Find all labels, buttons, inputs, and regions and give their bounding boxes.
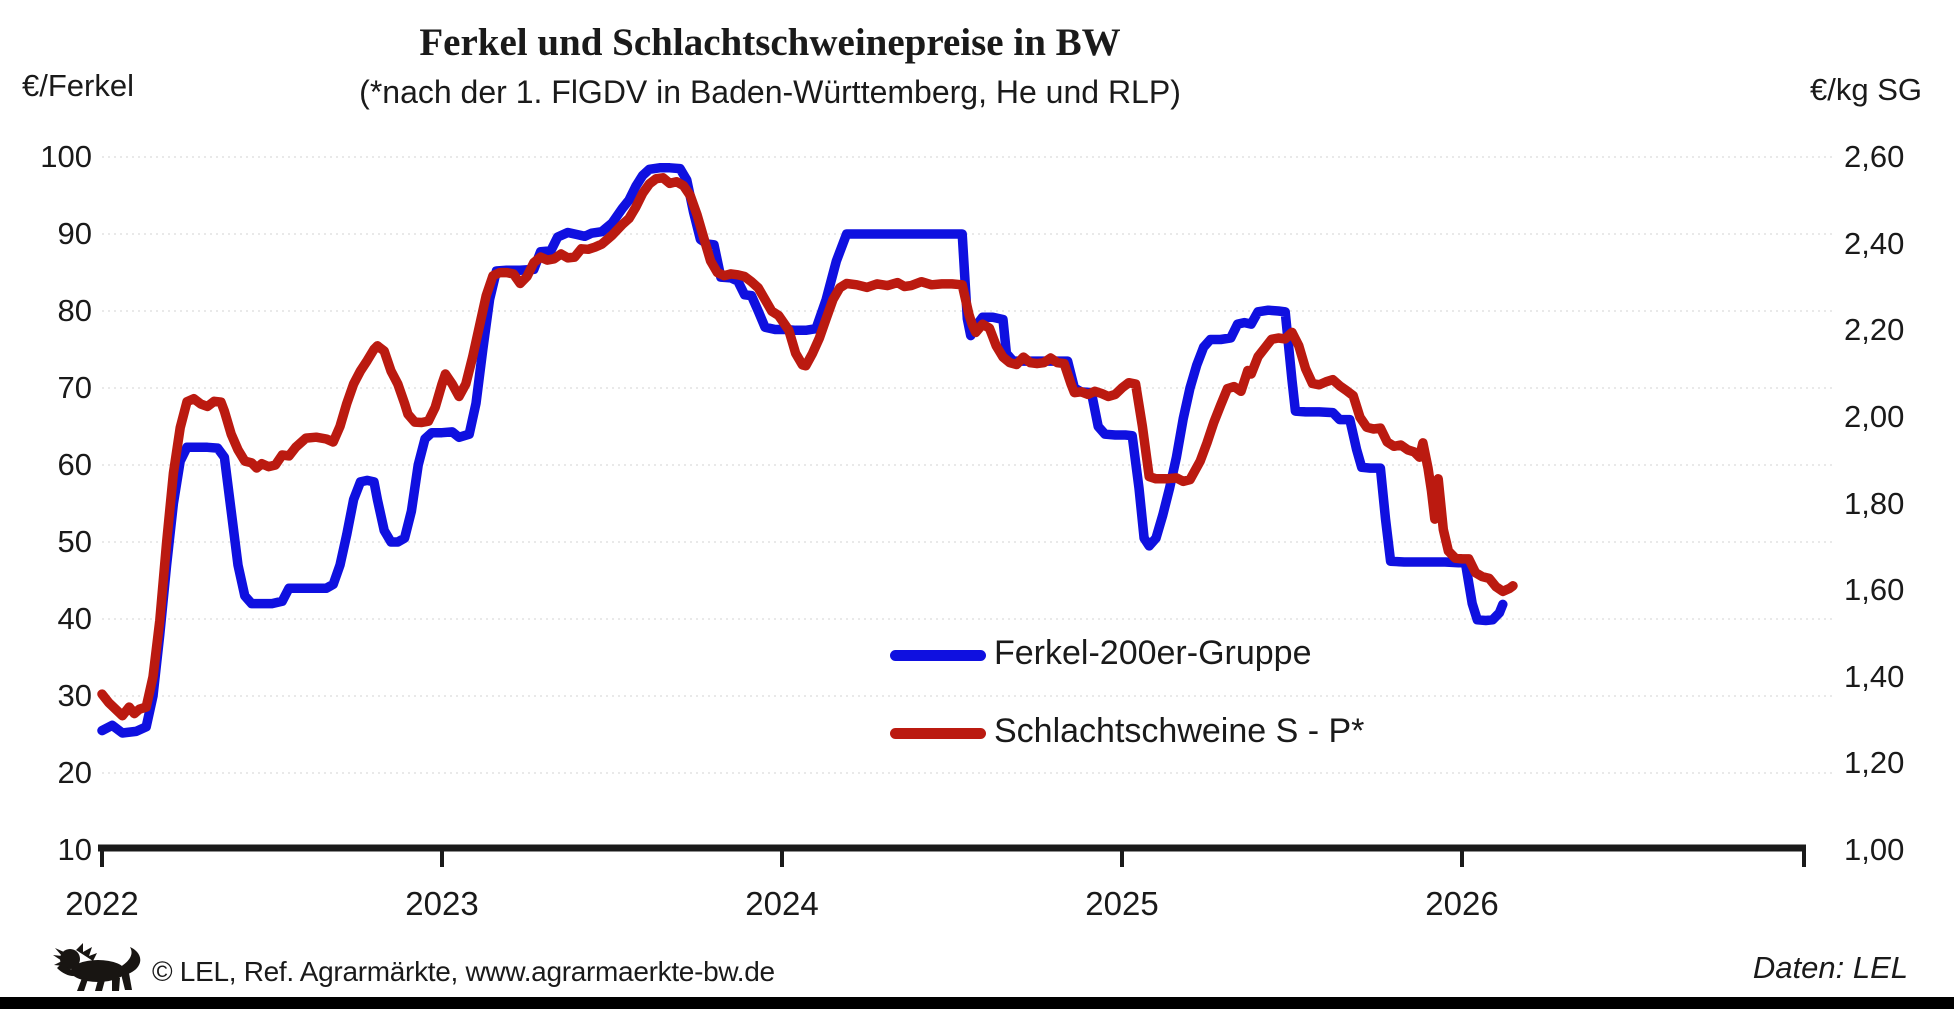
y-axis-tick-label-left: 100 [40, 139, 92, 174]
y-axis-tick-label-right: 1,00 [1844, 832, 1905, 867]
y-axis-tick-label-left: 80 [57, 293, 92, 328]
y-axis-tick-label-right: 1,20 [1844, 745, 1905, 781]
right-axis-unit-label: €/kg SG [1810, 72, 1922, 107]
y-axis-tick-label-right: 1,40 [1844, 658, 1905, 694]
legend-label: Ferkel-200er-Gruppe [994, 634, 1312, 672]
x-axis-line [98, 844, 1806, 867]
y-axis-tick-label-left: 40 [57, 601, 92, 636]
x-axis-tick-label: 2023 [405, 885, 479, 922]
y-axis-tick-label-left: 60 [57, 447, 92, 482]
y-axis-tick-label-right: 2,20 [1844, 312, 1905, 348]
y-axis-tick-label-left: 50 [57, 524, 92, 559]
y-axis-tick-label-right: 1,80 [1844, 485, 1905, 521]
bw-lion-logo-icon [53, 943, 141, 991]
y-axis-tick-label-right: 1,60 [1844, 572, 1905, 608]
y-axis-tick-label-left: 10 [57, 832, 92, 867]
x-axis-tick-label: 2025 [1085, 885, 1159, 922]
y-axis-tick-label-left: 20 [57, 755, 92, 790]
y-axis-tick-label-left: 70 [57, 370, 92, 405]
y-axis-tick-label-left: 90 [57, 216, 92, 251]
x-axis-tick-label: 2024 [745, 885, 819, 922]
copyright-text: © LEL, Ref. Agrarmärkte, www.agrarmaerkt… [152, 956, 775, 987]
bottom-bar [0, 997, 1954, 1009]
legend-swatch-blue [890, 650, 986, 661]
x-axis-tick-label: 2026 [1425, 885, 1499, 922]
data-source-text: Daten: LEL [1752, 950, 1908, 985]
series-lines [97, 163, 1518, 738]
y-axis-tick-label-right: 2,60 [1844, 139, 1905, 174]
legend-label: Schlachtschweine S - P* [994, 712, 1365, 750]
y-axis-tick-label-left: 30 [57, 678, 92, 713]
legend-swatch-red [890, 728, 986, 739]
left-axis-unit-label: €/Ferkel [22, 68, 134, 103]
y-axis-tick-label-right: 2,40 [1844, 225, 1905, 261]
x-axis-tick-label: 2022 [65, 885, 139, 922]
y-axis-tick-label-right: 2,00 [1844, 398, 1905, 434]
chart-subtitle: (*nach der 1. FlGDV in Baden-Württemberg… [359, 74, 1181, 110]
chart-title: Ferkel und Schlachtschweinepreise in BW [419, 21, 1121, 64]
